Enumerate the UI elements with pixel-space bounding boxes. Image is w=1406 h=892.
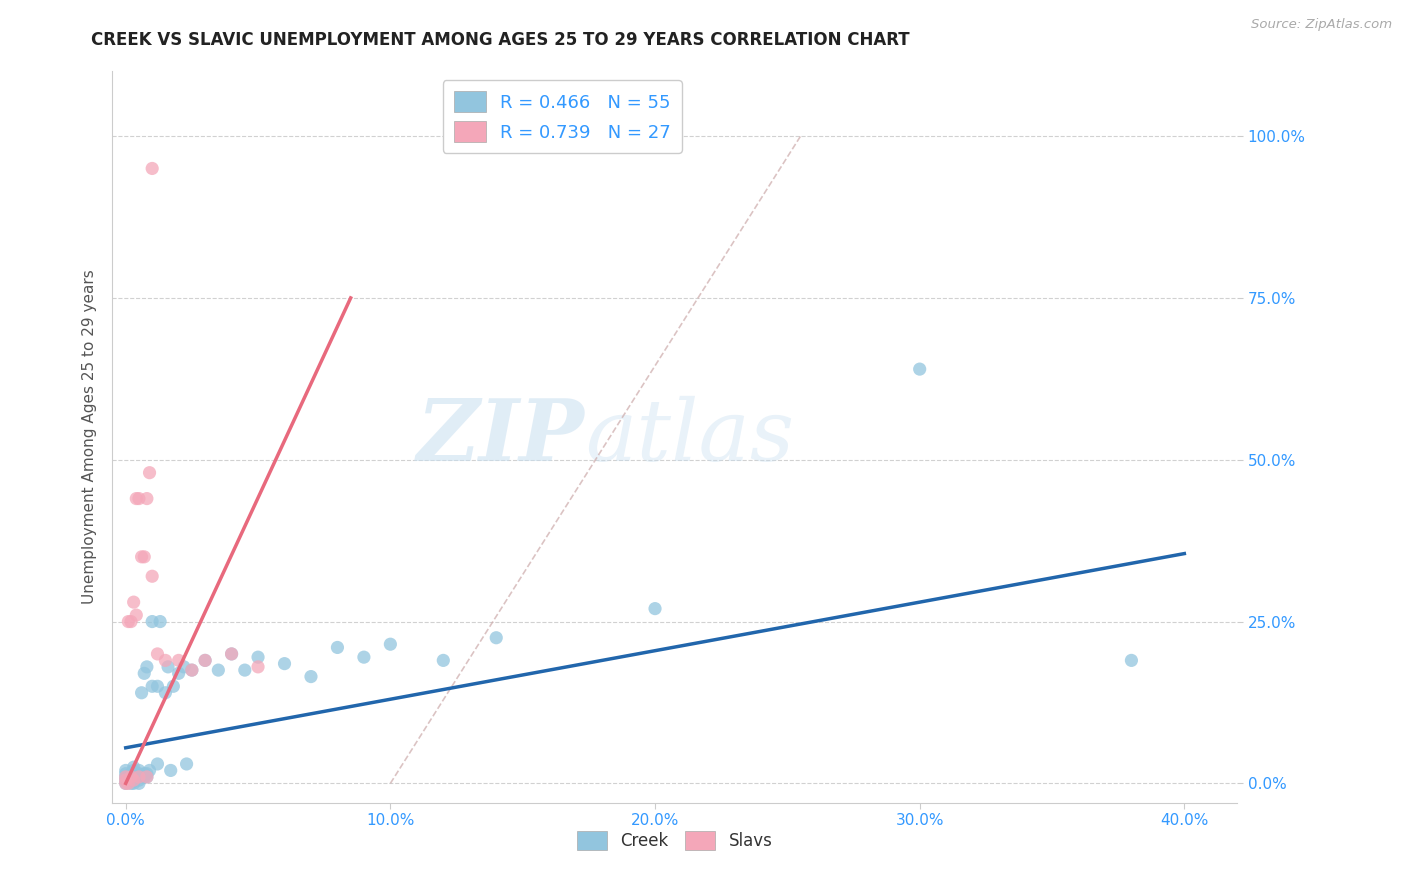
Point [135, 770, 157, 784]
Point [120, 615, 142, 629]
Point [273, 657, 295, 671]
Text: Source: ZipAtlas.com: Source: ZipAtlas.com [1251, 18, 1392, 31]
Point [114, 764, 136, 778]
Point [155, 686, 177, 700]
Point [128, 770, 150, 784]
Point [128, 773, 150, 788]
Point [114, 773, 136, 788]
Point [194, 653, 217, 667]
Point [167, 653, 190, 667]
Point [432, 653, 454, 667]
Point [122, 764, 145, 778]
Point [134, 766, 156, 780]
Point [141, 161, 163, 176]
Point [114, 773, 136, 788]
Point [114, 776, 136, 790]
Point [485, 631, 508, 645]
Point [135, 766, 157, 780]
Point [221, 647, 243, 661]
Point [120, 766, 142, 780]
Point [207, 663, 229, 677]
Point [138, 466, 160, 480]
Point [117, 615, 139, 629]
Legend: Creek, Slavs: Creek, Slavs [571, 824, 779, 856]
Point [180, 663, 202, 677]
Point [134, 666, 156, 681]
Point [135, 491, 157, 506]
Point [1121, 653, 1143, 667]
Point [180, 663, 202, 677]
Point [128, 491, 150, 506]
Point [146, 756, 169, 771]
Point [146, 647, 169, 661]
Point [299, 669, 322, 683]
Point [380, 637, 402, 651]
Point [146, 679, 169, 693]
Point [125, 491, 148, 506]
Point [125, 608, 148, 623]
Text: atlas: atlas [585, 396, 794, 478]
Point [122, 776, 145, 790]
Point [117, 776, 139, 790]
Point [120, 770, 142, 784]
Point [128, 766, 150, 780]
Point [247, 650, 270, 665]
Point [233, 663, 256, 677]
Point [134, 770, 156, 784]
Point [122, 773, 145, 788]
Point [122, 760, 145, 774]
Point [120, 770, 142, 784]
Point [141, 569, 163, 583]
Point [135, 660, 157, 674]
Point [122, 773, 145, 788]
Point [128, 770, 150, 784]
Point [122, 770, 145, 784]
Point [114, 770, 136, 784]
Point [128, 776, 150, 790]
Point [120, 773, 142, 788]
Point [141, 615, 163, 629]
Point [176, 756, 198, 771]
Point [149, 615, 172, 629]
Point [128, 764, 150, 778]
Point [162, 679, 184, 693]
Point [247, 660, 270, 674]
Point [353, 650, 375, 665]
Point [167, 666, 190, 681]
Point [114, 766, 136, 780]
Point [194, 653, 217, 667]
Point [221, 647, 243, 661]
Point [908, 362, 931, 376]
Text: CREEK VS SLAVIC UNEMPLOYMENT AMONG AGES 25 TO 29 YEARS CORRELATION CHART: CREEK VS SLAVIC UNEMPLOYMENT AMONG AGES … [91, 31, 910, 49]
Point [135, 770, 157, 784]
Point [157, 660, 180, 674]
Point [134, 549, 156, 564]
Point [155, 653, 177, 667]
Point [138, 764, 160, 778]
Point [159, 764, 181, 778]
Text: ZIP: ZIP [418, 395, 585, 479]
Point [644, 601, 666, 615]
Point [141, 679, 163, 693]
Point [114, 770, 136, 784]
Point [173, 660, 195, 674]
Point [131, 549, 153, 564]
Point [120, 776, 142, 790]
Y-axis label: Unemployment Among Ages 25 to 29 years: Unemployment Among Ages 25 to 29 years [82, 269, 97, 605]
Point [122, 595, 145, 609]
Point [326, 640, 349, 655]
Point [131, 686, 153, 700]
Point [114, 776, 136, 790]
